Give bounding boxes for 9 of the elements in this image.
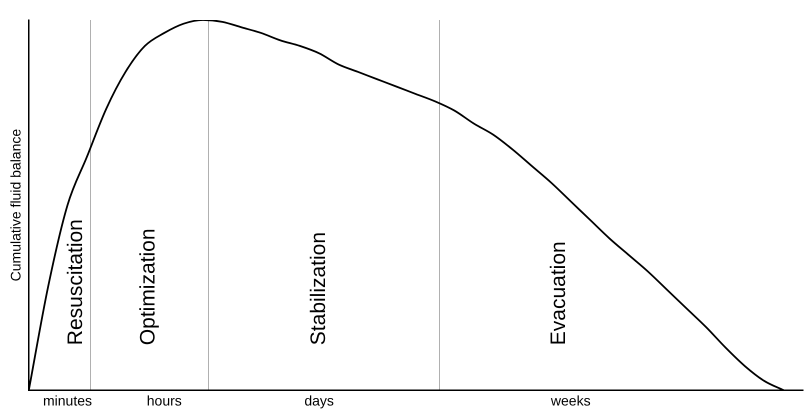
annotation: Resuscitation: [64, 219, 87, 346]
x-tick-label: days: [304, 392, 334, 408]
annotation: Stabilization: [306, 232, 330, 346]
x-tick-label: minutes: [42, 392, 92, 408]
annotation: Evacuation: [546, 241, 570, 346]
x-tick-label: hours: [146, 392, 182, 408]
x-tick-label: weeks: [550, 392, 591, 408]
annotation: Optimization: [136, 228, 160, 346]
y-axis-title: Cumulative fluid balance: [7, 128, 24, 282]
